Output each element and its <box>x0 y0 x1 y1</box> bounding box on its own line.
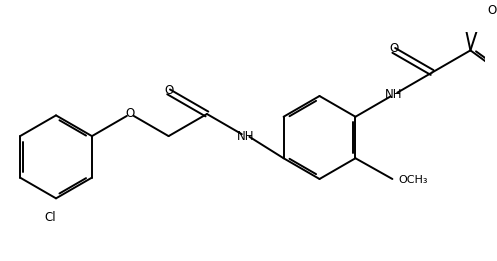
Text: O: O <box>126 108 135 121</box>
Text: O: O <box>164 84 173 97</box>
Text: O: O <box>389 43 399 56</box>
Text: NH: NH <box>237 130 254 143</box>
Text: NH: NH <box>385 88 403 101</box>
Text: OCH₃: OCH₃ <box>398 175 427 185</box>
Text: O: O <box>488 4 497 17</box>
Text: Cl: Cl <box>45 211 56 224</box>
